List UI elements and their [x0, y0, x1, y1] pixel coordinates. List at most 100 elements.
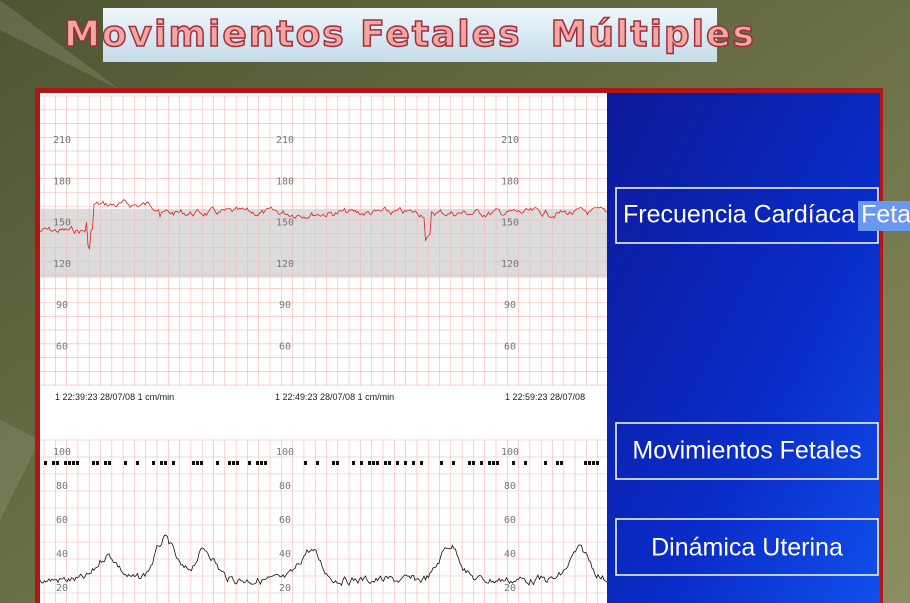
scale-label: 210: [276, 135, 294, 146]
movement-mark: [404, 461, 407, 465]
scale-label: 120: [501, 259, 519, 270]
movement-mark: [332, 461, 335, 465]
movement-mark: [596, 461, 599, 465]
scale-label: 210: [501, 135, 519, 146]
scale-label: 90: [504, 300, 516, 311]
movement-mark: [248, 461, 251, 465]
movement-mark: [68, 461, 71, 465]
scale-label: 40: [56, 549, 68, 560]
movement-mark: [544, 461, 547, 465]
movement-mark: [492, 461, 495, 465]
scale-label: 100: [53, 447, 71, 458]
movement-mark: [412, 461, 415, 465]
movement-mark: [388, 461, 391, 465]
movement-mark: [124, 461, 127, 465]
movement-mark: [64, 461, 67, 465]
movement-mark: [108, 461, 111, 465]
movement-mark: [56, 461, 59, 465]
movement-mark: [236, 461, 239, 465]
movement-mark: [104, 461, 107, 465]
movement-mark: [480, 461, 483, 465]
scale-label: 20: [56, 583, 68, 594]
movement-mark: [384, 461, 387, 465]
movement-mark: [440, 461, 443, 465]
menu-item-highlight: Fetal: [861, 201, 910, 229]
movement-mark: [396, 461, 399, 465]
movement-mark: [196, 461, 199, 465]
scale-label: 120: [276, 259, 294, 270]
movement-mark: [76, 461, 79, 465]
scale-label: 150: [276, 218, 294, 229]
movement-mark: [588, 461, 591, 465]
trace-paper: [40, 93, 607, 603]
movement-mark: [92, 461, 95, 465]
movement-mark: [304, 461, 307, 465]
scale-label: 80: [504, 481, 516, 492]
movement-mark: [216, 461, 219, 465]
scale-label: 60: [56, 342, 68, 353]
scale-label: 80: [56, 481, 68, 492]
movement-mark: [584, 461, 587, 465]
movement-mark: [336, 461, 339, 465]
scale-label: 60: [56, 515, 68, 526]
menu-item: Dinámica Uterina: [651, 534, 843, 562]
movement-mark: [468, 461, 471, 465]
scale-label: 150: [501, 218, 519, 229]
movement-mark: [192, 461, 195, 465]
movement-mark: [372, 461, 375, 465]
movement-mark: [228, 461, 231, 465]
movement-mark: [352, 461, 355, 465]
scale-label: 40: [504, 549, 516, 560]
streak: [0, 0, 120, 90]
movement-mark: [200, 461, 203, 465]
movement-mark: [44, 461, 47, 465]
movement-mark: [496, 461, 499, 465]
movement-mark: [556, 461, 559, 465]
menu-panel: [607, 93, 880, 603]
movement-mark: [592, 461, 595, 465]
movement-mark: [524, 461, 527, 465]
movement-mark: [152, 461, 155, 465]
menu-box: [615, 518, 879, 576]
scale-label: 20: [279, 583, 291, 594]
timestamp: 1 22:59:23 28/07/08: [505, 392, 585, 402]
movement-mark: [560, 461, 563, 465]
scale-label: 120: [53, 259, 71, 270]
scale-label: 60: [504, 515, 516, 526]
timestamp: 1 22:49:23 28/07/08 1 cm/min: [275, 392, 394, 402]
ctg-chart: 210 180 150 120 90 60 100 80 60 40 20 210 180 150 120 9…: [39, 95, 608, 603]
streak: [0, 420, 40, 520]
toco-trace: [39, 534, 608, 587]
movement-mark: [264, 461, 267, 465]
movement-mark: [160, 461, 163, 465]
scale-label: 180: [501, 176, 519, 187]
movement-mark: [512, 461, 515, 465]
movement-mark: [96, 461, 99, 465]
scale-label: 90: [279, 300, 291, 311]
movement-mark: [72, 461, 75, 465]
movement-mark: [376, 461, 379, 465]
highlight: [858, 201, 910, 231]
movement-mark: [256, 461, 259, 465]
timestamp: 1 22:39:23 28/07/08 1 cm/min: [55, 392, 174, 402]
scale-label: 180: [53, 176, 71, 187]
scale-label: 100: [501, 447, 519, 458]
menu-box: [615, 422, 879, 480]
scale-label: 150: [53, 218, 71, 229]
movement-mark: [164, 461, 167, 465]
movement-mark: [488, 461, 491, 465]
fhr-trace: [39, 199, 608, 250]
scale-label: 20: [504, 583, 516, 594]
movement-mark: [52, 461, 55, 465]
scale-label: 80: [279, 481, 291, 492]
movement-mark: [260, 461, 263, 465]
movement-mark: [316, 461, 319, 465]
movement-mark: [452, 461, 455, 465]
scale-label: 180: [276, 176, 294, 187]
movement-mark: [136, 461, 139, 465]
movement-mark: [360, 461, 363, 465]
scale-label: 100: [276, 447, 294, 458]
